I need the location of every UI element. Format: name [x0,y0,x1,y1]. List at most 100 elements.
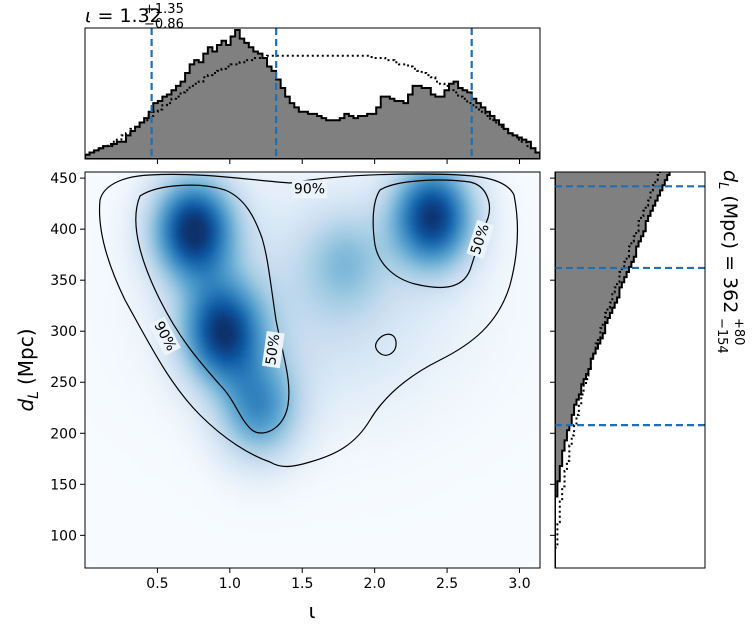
heatmap-cell [390,304,398,312]
heatmap-cell [429,482,437,490]
heatmap-cell [267,442,275,450]
heatmap-cell [390,330,398,338]
heatmap-cell [325,488,333,496]
heatmap-cell [507,251,515,259]
heatmap-cell [520,205,528,213]
heatmap-cell [462,541,470,549]
heatmap-cell [306,304,314,312]
heatmap-cell [325,218,333,226]
heatmap-cell [410,370,418,378]
heatmap-cell [202,224,210,232]
heatmap-cell [182,172,190,180]
heatmap-cell [371,297,379,305]
heatmap-cell [247,178,255,186]
heatmap-cell [221,330,229,338]
heatmap-cell [475,337,483,345]
heatmap-cell [494,383,502,391]
heatmap-cell [182,475,190,483]
heatmap-cell [137,528,145,536]
heatmap-cell [137,442,145,450]
heatmap-cell [98,350,106,358]
heatmap-cell [319,383,327,391]
heatmap-cell [215,271,223,279]
heatmap-cell [130,238,138,246]
heatmap-cell [416,502,424,510]
heatmap-cell [475,449,483,457]
heatmap-cell [202,535,210,543]
heatmap-cell [527,330,535,338]
heatmap-cell [169,488,177,496]
y-tick-label: 450 [50,171,77,187]
heatmap-cell [267,436,275,444]
heatmap-cell [371,317,379,325]
heatmap-cell [436,211,444,219]
heatmap-cell [286,297,294,305]
heatmap-cell [494,330,502,338]
heatmap-cell [221,244,229,252]
heatmap-cell [111,271,119,279]
heatmap-cell [338,442,346,450]
heatmap-cell [462,495,470,503]
heatmap-cell [494,409,502,417]
heatmap-cell [247,304,255,312]
heatmap-cell [176,277,184,285]
heatmap-cell [319,238,327,246]
heatmap-cell [221,218,229,226]
heatmap-cell [410,310,418,318]
heatmap-cell [208,264,216,272]
heatmap-cell [410,521,418,529]
heatmap-cell [163,284,171,292]
heatmap-cell [351,284,359,292]
heatmap-cell [293,548,301,556]
heatmap-cell [260,502,268,510]
heatmap-cell [111,231,119,239]
heatmap-cell [169,436,177,444]
heatmap-cell [234,231,242,239]
heatmap-cell [293,495,301,503]
heatmap-cell [111,455,119,463]
heatmap-cell [228,257,236,265]
heatmap-cell [195,178,203,186]
heatmap-cell [221,277,229,285]
heatmap-cell [338,290,346,298]
heatmap-cell [325,389,333,397]
heatmap-cell [488,515,496,523]
heatmap-cell [85,271,93,279]
heatmap-cell [527,238,535,246]
heatmap-cell [98,403,106,411]
heatmap-cell [202,409,210,417]
heatmap-cell [221,317,229,325]
heatmap-cell [527,508,535,516]
heatmap-cell [397,403,405,411]
heatmap-cell [98,554,106,562]
heatmap-cell [351,297,359,305]
heatmap-cell [319,211,327,219]
heatmap-cell [462,297,470,305]
heatmap-cell [306,383,314,391]
heatmap-cell [403,403,411,411]
heatmap-cell [436,185,444,193]
heatmap-cell [325,455,333,463]
heatmap-cell [215,356,223,364]
heatmap-cell [130,554,138,562]
heatmap-cell [98,330,106,338]
heatmap-cell [234,211,242,219]
heatmap-cell [189,389,197,397]
heatmap-cell [423,429,431,437]
heatmap-cell [481,502,489,510]
heatmap-cell [384,521,392,529]
heatmap-cell [475,528,483,536]
heatmap-cell [280,277,288,285]
heatmap-cell [124,449,132,457]
heatmap-cell [137,198,145,206]
heatmap-cell [423,554,431,562]
heatmap-cell [137,224,145,232]
heatmap-cell [104,383,112,391]
heatmap-cell [455,403,463,411]
heatmap-cell [527,244,535,252]
heatmap-cell [215,218,223,226]
heatmap-cell [377,370,385,378]
heatmap-cell [475,422,483,430]
heatmap-cell [117,264,125,272]
heatmap-cell [475,409,483,417]
